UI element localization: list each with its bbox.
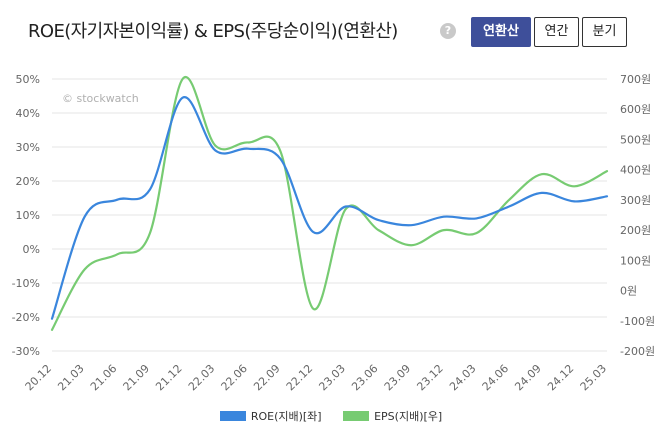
x-tick-label: 20.12 — [23, 362, 54, 393]
y-right-tick-label: 600원 — [620, 103, 651, 116]
chart-header: ROE(자기자본이익률) & EPS(주당순이익)(연환산) ? 연환산 연간 … — [0, 0, 662, 64]
x-tick-label: 23.09 — [382, 362, 413, 393]
y-right-tick-label: -200원 — [620, 345, 655, 358]
x-tick-label: 22.12 — [284, 362, 315, 393]
x-tick-label: 22.03 — [186, 362, 217, 393]
y-left-tick-label: 20% — [16, 175, 40, 188]
eps-series-line — [50, 75, 609, 331]
y-left-tick-label: -20% — [12, 311, 40, 324]
y-left-tick-label: 0% — [23, 243, 40, 256]
y-right-tick-label: 400원 — [620, 164, 651, 177]
eps-legend-label: EPS(지배)[우] — [374, 410, 443, 423]
chart-legend: ROE(지배)[좌] EPS(지배)[우] — [0, 408, 662, 424]
roe-series-line — [50, 96, 609, 320]
roe-legend-swatch — [219, 411, 246, 421]
y-right-tick-label: 700원 — [620, 73, 651, 86]
legend-item-eps[interactable]: EPS(지배)[우] — [343, 408, 442, 424]
y-right-tick-label: 500원 — [620, 133, 651, 146]
annualized-button[interactable]: 연환산 — [471, 17, 531, 47]
eps-legend-swatch — [343, 411, 370, 421]
question-icon[interactable]: ? — [440, 23, 456, 39]
annual-button[interactable]: 연간 — [534, 17, 579, 47]
x-tick-label: 23.03 — [316, 362, 347, 393]
y-left-tick-label: -10% — [12, 277, 40, 290]
x-tick-label: 21.09 — [121, 362, 152, 393]
x-tick-label: 21.06 — [88, 362, 119, 393]
x-tick-label: 24.06 — [480, 362, 511, 393]
y-right-tick-label: 200원 — [620, 224, 651, 237]
y-right-tick-label: 0원 — [620, 285, 637, 298]
chart-title: ROE(자기자본이익률) & EPS(주당순이익)(연환산) — [28, 21, 398, 42]
x-tick-label: 22.06 — [219, 362, 250, 393]
y-left-tick-label: -30% — [12, 345, 40, 358]
x-tick-label: 22.09 — [251, 362, 282, 393]
x-tick-label: 24.03 — [447, 362, 478, 393]
x-tick-label: 23.12 — [414, 362, 445, 393]
y-left-tick-label: 50% — [16, 73, 40, 86]
y-right-tick-label: 300원 — [620, 194, 651, 207]
x-tick-label: 24.12 — [545, 362, 576, 393]
roe-legend-label: ROE(지배)[좌] — [250, 410, 322, 423]
y-right-tick-label: -100원 — [620, 315, 655, 328]
y-left-tick-label: 30% — [16, 141, 40, 154]
x-tick-label: 23.06 — [349, 362, 380, 393]
roe-eps-chart: 50% 40% 30% 20% 10% 0% -10% -20% -30% 700원 600원 500… — [12, 73, 656, 393]
y-left-tick-label: 10% — [16, 209, 40, 222]
x-tick-label: 25.03 — [578, 362, 609, 393]
x-tick-label: 21.03 — [55, 362, 86, 393]
quarterly-button[interactable]: 분기 — [582, 17, 627, 47]
y-left-tick-label: 40% — [16, 107, 40, 120]
x-tick-label: 21.12 — [153, 362, 184, 393]
legend-item-roe[interactable]: ROE(지배)[좌] — [219, 408, 322, 424]
x-tick-label: 24.09 — [512, 362, 543, 393]
watermark: © stockwatch — [62, 92, 139, 105]
y-right-tick-label: 100원 — [620, 254, 651, 267]
